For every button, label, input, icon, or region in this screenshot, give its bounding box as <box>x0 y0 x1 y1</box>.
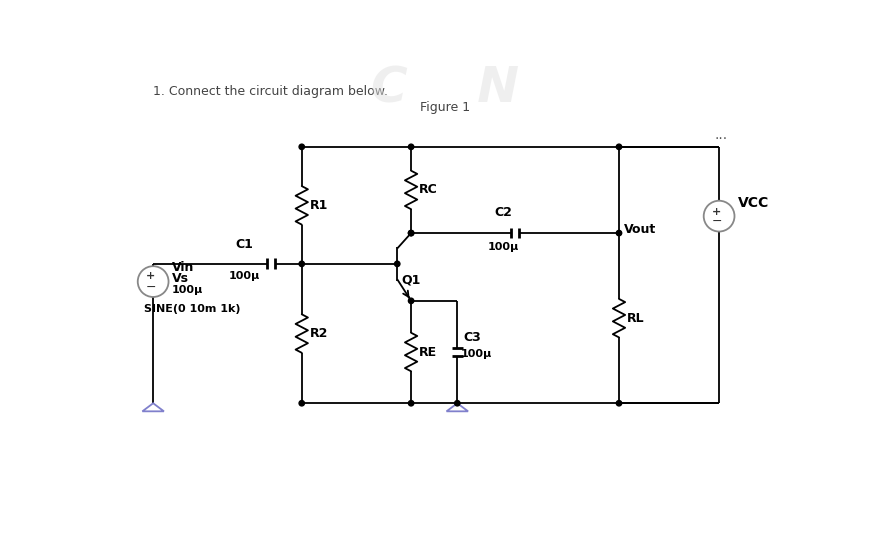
Text: RL: RL <box>627 311 644 325</box>
Text: RC: RC <box>419 184 438 197</box>
Circle shape <box>299 401 304 406</box>
Text: Figure 1: Figure 1 <box>420 100 470 114</box>
Text: 100μ: 100μ <box>229 271 260 281</box>
Text: Vin: Vin <box>172 261 194 274</box>
Text: 100μ: 100μ <box>461 349 492 359</box>
Text: C3: C3 <box>463 331 481 344</box>
Text: Q1: Q1 <box>401 273 421 286</box>
Text: ...: ... <box>715 128 728 142</box>
Text: −: − <box>712 215 722 228</box>
Text: +: + <box>146 271 156 281</box>
Circle shape <box>616 401 621 406</box>
Circle shape <box>408 298 414 303</box>
Circle shape <box>408 144 414 149</box>
Circle shape <box>299 144 304 149</box>
Text: R2: R2 <box>309 327 328 340</box>
Circle shape <box>299 261 304 266</box>
Circle shape <box>408 230 414 236</box>
Text: +: + <box>713 207 721 216</box>
Circle shape <box>408 230 414 236</box>
Circle shape <box>454 401 460 406</box>
Text: 1. Connect the circuit diagram below.: 1. Connect the circuit diagram below. <box>153 85 388 98</box>
Text: Vs: Vs <box>172 272 189 285</box>
Text: 100μ: 100μ <box>488 242 519 252</box>
Circle shape <box>616 230 621 236</box>
Circle shape <box>616 144 621 149</box>
Text: RE: RE <box>419 345 437 359</box>
Circle shape <box>395 261 400 266</box>
Text: C1: C1 <box>235 238 253 251</box>
Text: VCC: VCC <box>739 196 770 210</box>
Text: C2: C2 <box>494 206 513 219</box>
Text: R1: R1 <box>309 199 328 212</box>
Circle shape <box>408 401 414 406</box>
Text: C    N: C N <box>371 64 519 112</box>
Text: −: − <box>146 281 156 294</box>
Text: 100μ: 100μ <box>172 285 202 295</box>
Text: SINE(0 10m 1k): SINE(0 10m 1k) <box>144 304 241 314</box>
Text: Vout: Vout <box>624 223 656 236</box>
